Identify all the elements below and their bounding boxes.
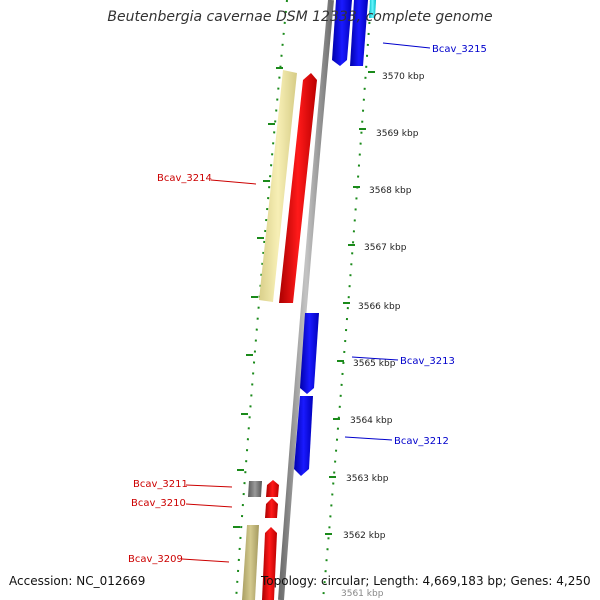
gene-bcav-3210[interactable] [265, 498, 278, 518]
gene-label-bcav-3215[interactable]: Bcav_3215 [432, 44, 487, 55]
tick-label: 3567 kbp [364, 243, 407, 253]
gene-bcav-3215a[interactable] [332, 0, 352, 66]
map-title: Beutenbergia cavernae DSM 12333, complet… [107, 9, 493, 25]
topology-text: Topology: circular; Length: 4,669,183 bp… [261, 574, 591, 588]
accession-text: Accession: NC_012669 [9, 574, 146, 588]
label-leaders [181, 42, 431, 563]
gene-bcav-3209[interactable] [262, 527, 277, 600]
tick-label: 3569 kbp [376, 129, 419, 139]
genome-backbone [278, 0, 334, 600]
tick-label: 3565 kbp [353, 359, 396, 369]
gene-label-bcav-3213[interactable]: Bcav_3213 [400, 356, 455, 367]
tick-label: 3568 kbp [369, 186, 412, 196]
gene-labels: Bcav_3215 Bcav_3214 Bcav_3213 Bcav_3212 … [128, 44, 487, 565]
inner-track-dashes [233, 67, 283, 528]
gene-label-bcav-3211[interactable]: Bcav_3211 [133, 479, 188, 490]
gene-bcav-3211[interactable] [248, 481, 262, 497]
tick-label: 3564 kbp [350, 416, 393, 426]
gene-bcav-3212[interactable] [294, 396, 313, 476]
feature-band-pale [259, 70, 297, 302]
gene-bcav-3214[interactable] [279, 73, 317, 303]
gene-label-bcav-3209[interactable]: Bcav_3209 [128, 554, 183, 565]
gene-label-bcav-3214[interactable]: Bcav_3214 [157, 173, 212, 184]
outer-track-dashes [325, 71, 375, 535]
tick-label: 3562 kbp [343, 531, 386, 541]
tick-label: 3563 kbp [346, 474, 389, 484]
gene-bcav-3215b[interactable] [350, 0, 368, 66]
gene-bcav-3213[interactable] [300, 313, 319, 394]
gene-bcav-3210b[interactable] [266, 480, 279, 497]
tick-label: 3566 kbp [358, 302, 401, 312]
feature-band-khaki [242, 525, 259, 600]
inner-dotted-track [235, 0, 288, 600]
gene-label-bcav-3212[interactable]: Bcav_3212 [394, 436, 449, 447]
outer-dotted-track [322, 0, 372, 600]
tick-label: 3561 kbp [341, 589, 384, 599]
gene-label-bcav-3210[interactable]: Bcav_3210 [131, 498, 186, 509]
position-ticks: 3570 kbp 3569 kbp 3568 kbp 3567 kbp 3566… [341, 72, 425, 599]
feature-cyan [369, 0, 376, 18]
tick-label: 3570 kbp [382, 72, 425, 82]
